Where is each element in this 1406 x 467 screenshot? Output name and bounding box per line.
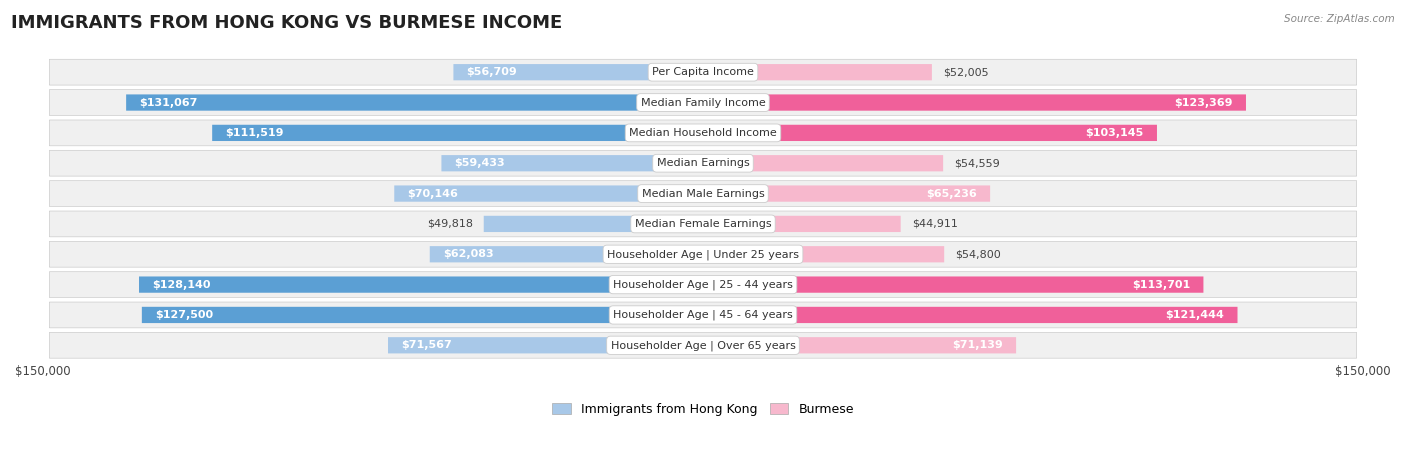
FancyBboxPatch shape <box>49 302 1357 328</box>
Text: $111,519: $111,519 <box>225 128 284 138</box>
Text: Source: ZipAtlas.com: Source: ZipAtlas.com <box>1284 14 1395 24</box>
FancyBboxPatch shape <box>49 272 1357 297</box>
Text: $44,911: $44,911 <box>911 219 957 229</box>
Text: IMMIGRANTS FROM HONG KONG VS BURMESE INCOME: IMMIGRANTS FROM HONG KONG VS BURMESE INC… <box>11 14 562 32</box>
FancyBboxPatch shape <box>430 246 703 262</box>
Text: $131,067: $131,067 <box>139 98 198 107</box>
Text: $54,800: $54,800 <box>955 249 1001 259</box>
Text: $121,444: $121,444 <box>1166 310 1225 320</box>
FancyBboxPatch shape <box>49 150 1357 176</box>
FancyBboxPatch shape <box>703 64 932 80</box>
Text: $62,083: $62,083 <box>443 249 494 259</box>
FancyBboxPatch shape <box>441 155 703 171</box>
FancyBboxPatch shape <box>703 125 1157 141</box>
Text: $59,433: $59,433 <box>454 158 505 168</box>
Text: $103,145: $103,145 <box>1085 128 1143 138</box>
Text: $127,500: $127,500 <box>155 310 214 320</box>
FancyBboxPatch shape <box>703 246 945 262</box>
Legend: Immigrants from Hong Kong, Burmese: Immigrants from Hong Kong, Burmese <box>547 398 859 421</box>
Text: Median Female Earnings: Median Female Earnings <box>634 219 772 229</box>
Text: Median Earnings: Median Earnings <box>657 158 749 168</box>
Text: Median Family Income: Median Family Income <box>641 98 765 107</box>
FancyBboxPatch shape <box>139 276 703 293</box>
FancyBboxPatch shape <box>49 333 1357 358</box>
Text: Householder Age | Under 25 years: Householder Age | Under 25 years <box>607 249 799 260</box>
Text: $65,236: $65,236 <box>927 189 977 198</box>
Text: Median Household Income: Median Household Income <box>628 128 778 138</box>
FancyBboxPatch shape <box>703 155 943 171</box>
FancyBboxPatch shape <box>49 211 1357 237</box>
Text: $71,567: $71,567 <box>401 340 451 350</box>
FancyBboxPatch shape <box>49 120 1357 146</box>
FancyBboxPatch shape <box>388 337 703 354</box>
Text: Householder Age | 45 - 64 years: Householder Age | 45 - 64 years <box>613 310 793 320</box>
FancyBboxPatch shape <box>703 185 990 202</box>
FancyBboxPatch shape <box>484 216 703 232</box>
FancyBboxPatch shape <box>142 307 703 323</box>
FancyBboxPatch shape <box>703 276 1204 293</box>
FancyBboxPatch shape <box>703 94 1246 111</box>
Text: Householder Age | Over 65 years: Householder Age | Over 65 years <box>610 340 796 351</box>
FancyBboxPatch shape <box>49 59 1357 85</box>
Text: Median Male Earnings: Median Male Earnings <box>641 189 765 198</box>
Text: $123,369: $123,369 <box>1174 98 1233 107</box>
Text: $56,709: $56,709 <box>467 67 517 77</box>
FancyBboxPatch shape <box>49 241 1357 267</box>
FancyBboxPatch shape <box>127 94 703 111</box>
FancyBboxPatch shape <box>703 307 1237 323</box>
Text: $128,140: $128,140 <box>152 280 211 290</box>
FancyBboxPatch shape <box>49 181 1357 206</box>
FancyBboxPatch shape <box>212 125 703 141</box>
Text: $54,559: $54,559 <box>955 158 1000 168</box>
FancyBboxPatch shape <box>703 337 1017 354</box>
Text: $52,005: $52,005 <box>943 67 988 77</box>
Text: Per Capita Income: Per Capita Income <box>652 67 754 77</box>
Text: $49,818: $49,818 <box>427 219 472 229</box>
Text: Householder Age | 25 - 44 years: Householder Age | 25 - 44 years <box>613 279 793 290</box>
Text: $70,146: $70,146 <box>408 189 458 198</box>
FancyBboxPatch shape <box>49 90 1357 115</box>
FancyBboxPatch shape <box>394 185 703 202</box>
FancyBboxPatch shape <box>453 64 703 80</box>
Text: $113,701: $113,701 <box>1132 280 1191 290</box>
FancyBboxPatch shape <box>703 216 901 232</box>
Text: $71,139: $71,139 <box>952 340 1002 350</box>
